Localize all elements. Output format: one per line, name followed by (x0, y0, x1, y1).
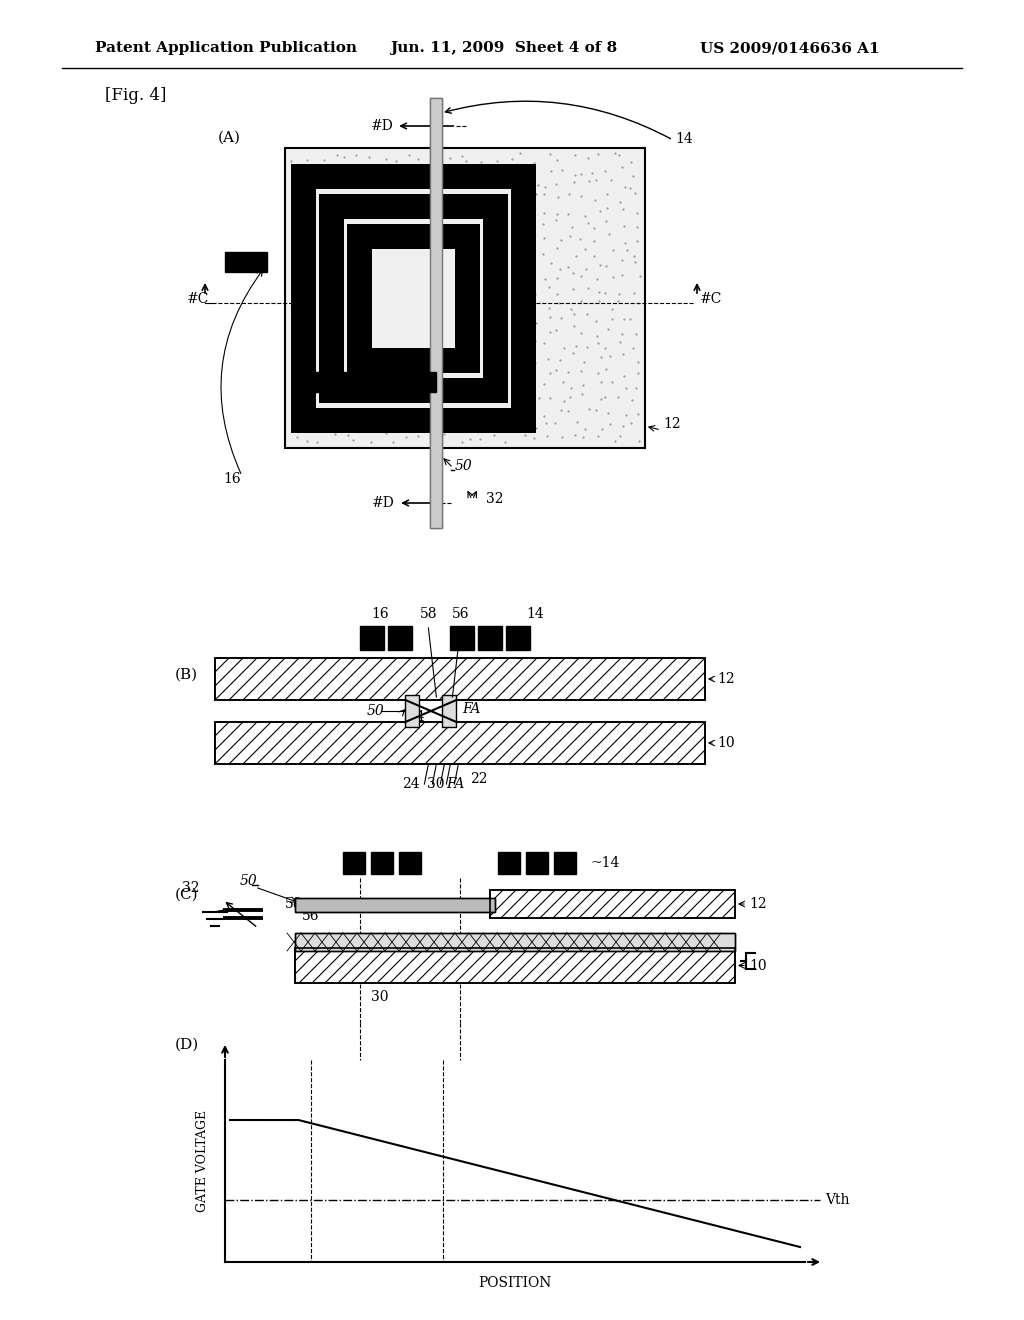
Text: POSITION: POSITION (478, 1276, 552, 1290)
Text: Jun. 11, 2009  Sheet 4 of 8: Jun. 11, 2009 Sheet 4 of 8 (390, 41, 617, 55)
Bar (215, 657, 705, 700)
Text: 32: 32 (486, 492, 504, 506)
Text: 50: 50 (367, 704, 384, 718)
Text: 42: 42 (444, 675, 462, 689)
Bar (215, 657, 705, 700)
Bar (371, 851, 393, 874)
Bar (430, 98, 442, 528)
Text: 44: 44 (408, 710, 425, 723)
Text: 10: 10 (717, 737, 734, 750)
Text: 16: 16 (372, 607, 389, 620)
Text: 14: 14 (675, 132, 693, 147)
Bar (295, 948, 735, 983)
Bar (359, 236, 467, 360)
Text: ~14: ~14 (590, 855, 620, 870)
Bar (388, 626, 413, 649)
Text: (B): (B) (175, 668, 198, 682)
Bar (331, 206, 495, 389)
Text: US 2009/0146636 A1: US 2009/0146636 A1 (700, 41, 880, 55)
Bar (490, 890, 735, 917)
Bar (295, 898, 495, 912)
Bar (285, 148, 645, 447)
Text: (D): (D) (175, 1038, 200, 1052)
Bar (300, 372, 436, 392)
Bar (490, 890, 735, 917)
Text: 10: 10 (749, 958, 767, 973)
Text: #D: #D (372, 496, 394, 510)
Text: 32: 32 (182, 880, 200, 895)
Bar (215, 722, 705, 764)
Text: [Fig. 4]: [Fig. 4] (105, 87, 166, 103)
Text: 12: 12 (717, 672, 734, 686)
Text: FA: FA (446, 777, 465, 791)
Bar (295, 898, 495, 912)
Bar (295, 933, 735, 950)
Text: 56: 56 (452, 607, 469, 620)
Bar (215, 722, 705, 764)
Bar (507, 626, 530, 649)
Text: 16: 16 (223, 473, 241, 486)
Text: 56: 56 (302, 909, 319, 923)
Text: 12: 12 (663, 417, 681, 432)
Text: FB: FB (410, 945, 430, 960)
Text: FA: FA (463, 702, 481, 715)
Bar (343, 851, 365, 874)
Text: 58: 58 (420, 607, 437, 620)
Text: #C: #C (186, 292, 209, 306)
Bar (498, 851, 520, 874)
Text: 50: 50 (455, 459, 472, 473)
Text: 50: 50 (240, 874, 258, 888)
Bar (451, 626, 474, 649)
Text: 22: 22 (470, 772, 487, 785)
Bar (430, 98, 442, 528)
Text: Patent Application Publication: Patent Application Publication (95, 41, 357, 55)
Bar (399, 851, 421, 874)
Text: 14: 14 (526, 607, 545, 620)
Text: 12: 12 (749, 898, 767, 911)
Text: 24: 24 (401, 777, 419, 791)
Bar (442, 696, 457, 727)
Bar (526, 851, 548, 874)
Text: 30: 30 (427, 777, 444, 791)
Bar (360, 626, 384, 649)
Text: (C): (C) (175, 888, 199, 902)
Bar (478, 626, 503, 649)
Text: #D: #D (371, 119, 393, 133)
Bar (295, 933, 735, 950)
Bar (554, 851, 575, 874)
Bar (225, 252, 267, 272)
Bar (295, 948, 735, 983)
Text: Vth: Vth (825, 1193, 850, 1206)
Bar (406, 696, 420, 727)
Bar (303, 176, 523, 420)
Text: #C: #C (700, 292, 722, 306)
Text: (A): (A) (218, 131, 241, 145)
Text: GATE VOLTAGE: GATE VOLTAGE (197, 1110, 210, 1212)
Text: 58: 58 (285, 898, 302, 911)
Text: 30: 30 (372, 990, 389, 1005)
